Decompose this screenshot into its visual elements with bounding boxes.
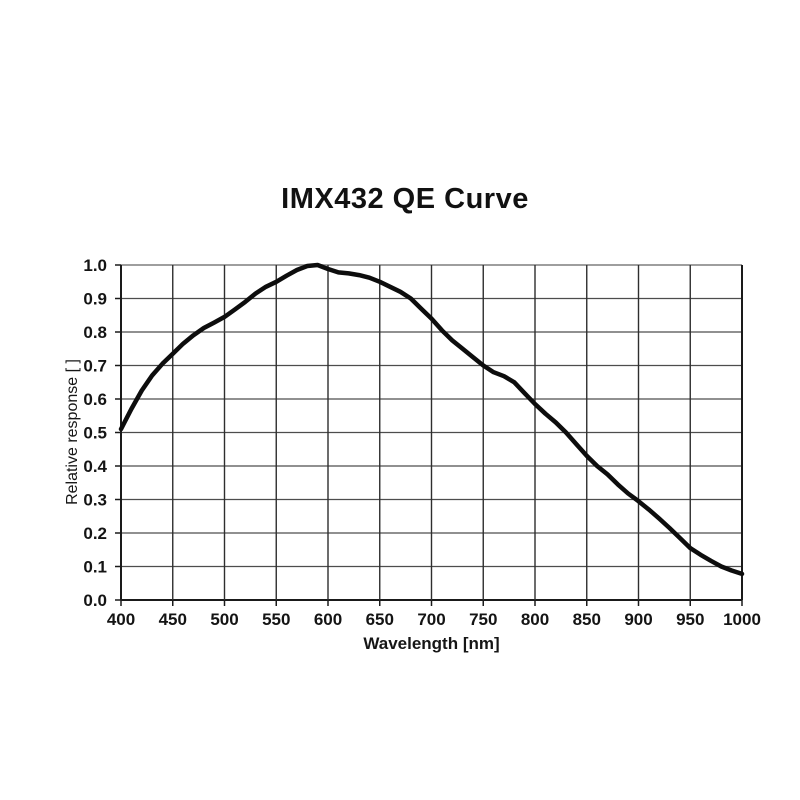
x-tick-label-1000: 1000 [723,610,761,629]
x-tick-label-950: 950 [676,610,704,629]
x-tick-label-650: 650 [366,610,394,629]
x-tick-label-900: 900 [624,610,652,629]
qe-curve-line [118,262,745,577]
y-tick-label-0.9: 0.9 [83,290,107,309]
y-tick-label-0.7: 0.7 [83,357,107,376]
y-tick-label-0.0: 0.0 [83,591,107,610]
y-tick-label-0.4: 0.4 [83,457,107,476]
chart-title: IMX432 QE Curve [281,183,529,215]
x-tick-label-400: 400 [107,610,135,629]
x-tick-label-500: 500 [210,610,238,629]
x-tick-label-800: 800 [521,610,549,629]
x-tick-label-850: 850 [573,610,601,629]
x-tick-label-600: 600 [314,610,342,629]
y-tick-label-0.5: 0.5 [83,424,107,443]
y-tick-label-1.0: 1.0 [83,256,107,275]
x-tick-label-700: 700 [417,610,445,629]
x-tick-label-750: 750 [469,610,497,629]
y-tick-label-0.2: 0.2 [83,524,107,543]
y-tick-label-0.8: 0.8 [83,323,107,342]
x-tick-label-550: 550 [262,610,290,629]
y-tick-label-0.3: 0.3 [83,491,107,510]
y-tick-label-0.6: 0.6 [83,390,107,409]
y-tick-label-0.1: 0.1 [83,558,107,577]
x-tick-label-450: 450 [159,610,187,629]
x-axis-label: Wavelength [nm] [363,634,500,653]
